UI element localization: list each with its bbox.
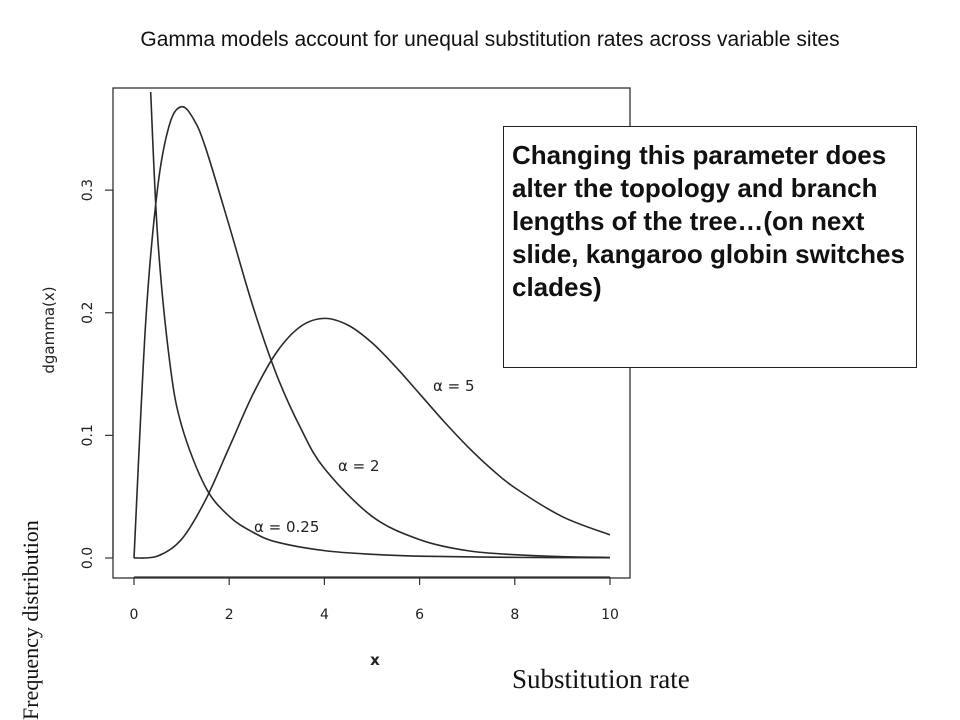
- callout-text: Changing this parameter does alter the t…: [512, 140, 905, 302]
- x-tick-label: 2: [225, 607, 234, 623]
- series-annotation-alpha-0.25: α = 0.25: [254, 518, 319, 536]
- x-annotation-label: Substitution rate: [512, 664, 690, 694]
- y-tick-label: 0.2: [80, 302, 96, 324]
- series-line-alpha-0.25: [149, 91, 611, 559]
- y-tick-label: 0.3: [80, 179, 96, 201]
- series-line-alpha-2: [133, 105, 611, 559]
- y-tick-label: 0.0: [80, 547, 96, 569]
- x-tick-label: 0: [130, 607, 139, 623]
- x-axis-label: x: [370, 651, 380, 669]
- series-group: [133, 91, 611, 559]
- y-axis-label: dgamma(x): [40, 286, 58, 373]
- callout-box: Changing this parameter does alter the t…: [503, 126, 917, 368]
- series-line-alpha-5: [133, 317, 611, 559]
- y-annotation-label: Frequency distribution: [18, 520, 43, 720]
- x-tick-label: 6: [415, 607, 424, 623]
- x-axis: 0 2 4 6 8 10: [130, 576, 619, 623]
- x-tick-label: 8: [510, 607, 519, 623]
- series-annotation-alpha-2: α = 2: [338, 457, 380, 475]
- y-axis: 0.0 0.1 0.2 0.3: [80, 179, 114, 569]
- x-tick-label: 4: [320, 607, 329, 623]
- series-annotation-alpha-5: α = 5: [433, 377, 475, 395]
- x-tick-label: 10: [601, 607, 619, 623]
- slide-title: Gamma models account for unequal substit…: [140, 28, 840, 51]
- y-tick-label: 0.1: [80, 424, 96, 446]
